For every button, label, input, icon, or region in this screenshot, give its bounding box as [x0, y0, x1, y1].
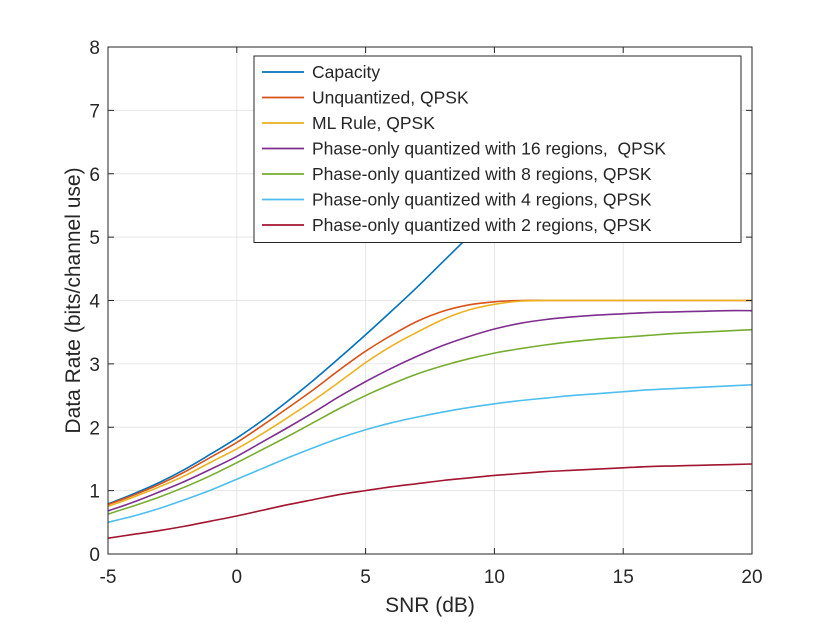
- series-line-7: [108, 463, 752, 539]
- series-line-5: [108, 328, 752, 515]
- y-tick-label: 1: [89, 482, 100, 503]
- x-tick-label: 0: [232, 567, 243, 588]
- y-tick-label: 8: [89, 38, 100, 59]
- legend-entry: Phase-only quantized with 8 regions, QPS…: [312, 164, 652, 184]
- legend-box: [253, 55, 742, 243]
- legend-entry: Unquantized, QPSK: [312, 88, 469, 108]
- x-tick-label: -5: [100, 567, 117, 588]
- series-line-4: [108, 309, 752, 512]
- legend-entry: Phase-only quantized with 4 regions, QPS…: [312, 190, 652, 210]
- y-axis-label: Data Rate (bits/channel use): [62, 167, 85, 433]
- y-tick-label: 4: [89, 292, 100, 313]
- legend-entry: ML Rule, QPSK: [312, 113, 435, 133]
- y-tick-label: 2: [89, 418, 100, 439]
- y-tick-label: 3: [89, 355, 100, 376]
- series-line-6: [108, 383, 752, 524]
- x-tick-label: 10: [484, 567, 505, 588]
- legend: Capacity Unquantized, QPSK ML Rule, QPSK Ph…: [253, 55, 742, 243]
- series-line-3: [108, 299, 752, 508]
- series-lines: [108, 157, 752, 539]
- legend-entry: Capacity: [312, 62, 380, 82]
- x-tick-label: 20: [741, 567, 762, 588]
- y-tick-label: 7: [89, 101, 100, 122]
- legend-entry: Phase-only quantized with 16 regions, QP…: [312, 139, 666, 159]
- x-tick-label: 15: [613, 567, 634, 588]
- y-tick-label: 6: [89, 165, 100, 186]
- x-axis-label: SNR (dB): [385, 594, 475, 617]
- y-tick-label: 5: [89, 228, 100, 249]
- legend-entry: Phase-only quantized with 2 regions, QPS…: [312, 215, 652, 235]
- y-tick-label: 0: [89, 545, 100, 566]
- x-tick-label: 5: [360, 567, 371, 588]
